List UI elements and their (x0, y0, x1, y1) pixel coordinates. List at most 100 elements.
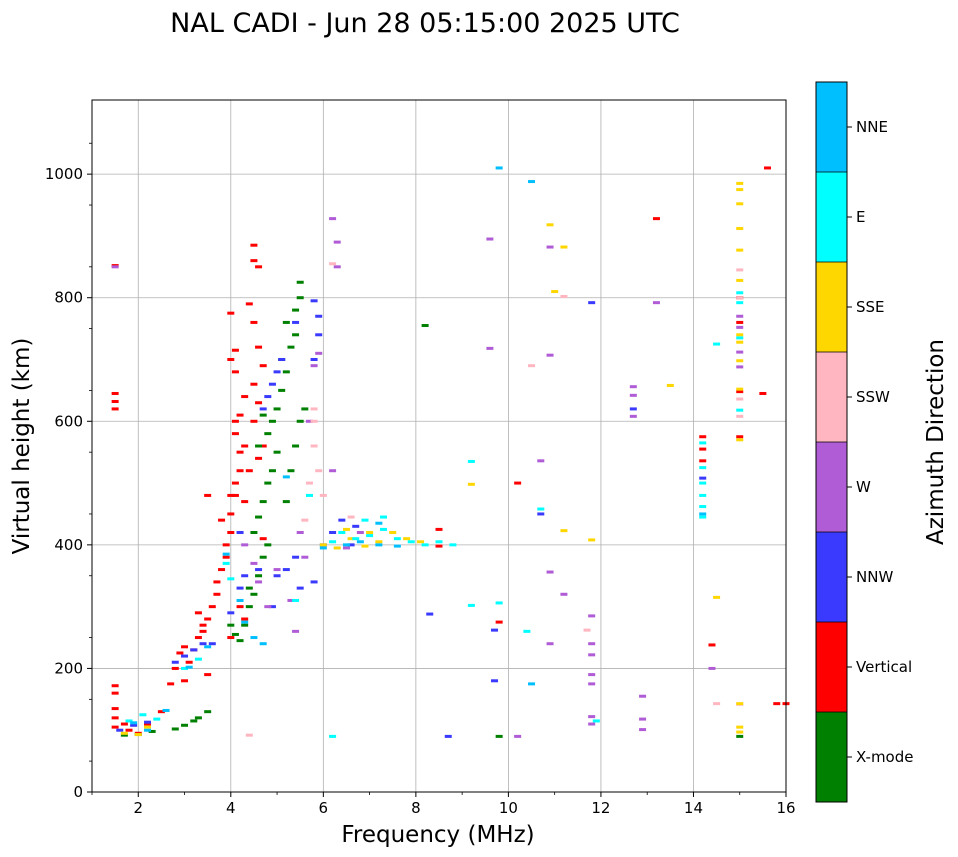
x-tick-label: 14 (684, 799, 703, 817)
data-point (292, 308, 300, 312)
data-point (296, 296, 304, 300)
data-point (259, 537, 267, 541)
data-point (528, 180, 536, 184)
data-point (736, 359, 744, 363)
data-point (421, 543, 429, 547)
data-point (111, 707, 119, 711)
data-point (250, 243, 258, 247)
data-point (250, 531, 258, 534)
colorbar-segment (816, 262, 847, 352)
data-point (342, 543, 350, 547)
data-point (551, 290, 559, 294)
data-point (329, 217, 337, 221)
x-tick-label: 16 (776, 799, 795, 817)
data-point (736, 320, 744, 324)
data-point (389, 531, 397, 534)
data-point (315, 351, 323, 355)
data-point (588, 673, 596, 677)
data-point (139, 713, 147, 717)
data-point (282, 370, 290, 374)
data-point (144, 722, 152, 726)
colorbar-segment (816, 442, 847, 532)
data-point (231, 419, 239, 423)
data-point (537, 512, 545, 516)
colorbar-label: Azimuth Direction (923, 339, 949, 545)
data-point (514, 734, 522, 738)
data-point (356, 540, 364, 544)
data-point (639, 728, 647, 732)
data-point (111, 691, 119, 695)
colorbar-label-w: W (856, 478, 871, 496)
data-point (736, 248, 744, 252)
data-point (236, 469, 244, 473)
colorbar-label-e: E (856, 208, 865, 226)
data-point (736, 301, 744, 305)
data-point (699, 476, 707, 480)
data-point (231, 481, 239, 485)
data-point (736, 730, 744, 734)
data-point (204, 645, 212, 649)
data-point (259, 500, 267, 504)
data-point (171, 660, 179, 664)
data-point (495, 620, 503, 624)
data-point (125, 728, 133, 732)
data-point (255, 568, 263, 572)
data-point (227, 512, 235, 516)
data-point (250, 419, 258, 423)
data-point (236, 639, 244, 643)
y-tick-label: 0 (73, 783, 83, 801)
y-tick-label: 200 (54, 659, 83, 677)
data-point (282, 500, 290, 504)
data-point (227, 493, 235, 497)
data-point (773, 702, 781, 706)
data-point (199, 629, 207, 633)
series-x-mode (120, 280, 744, 738)
data-point (250, 561, 258, 565)
data-point (231, 370, 239, 374)
colorbar-segment (816, 172, 847, 262)
data-point (467, 482, 475, 486)
data-point (227, 311, 235, 315)
data-point (273, 370, 281, 374)
data-point (315, 469, 323, 473)
data-point (255, 515, 263, 519)
data-point (185, 665, 193, 669)
data-point (329, 531, 337, 534)
data-point (264, 432, 272, 436)
data-point (259, 444, 267, 448)
data-point (666, 383, 674, 387)
data-point (736, 350, 744, 354)
data-point (171, 727, 179, 731)
data-point (329, 469, 337, 473)
data-point (250, 382, 258, 386)
data-point (629, 385, 637, 389)
data-point (652, 217, 660, 221)
data-point (222, 555, 230, 559)
data-point (273, 568, 281, 572)
data-point (292, 320, 300, 324)
series-nnw (116, 299, 707, 738)
data-point (231, 348, 239, 352)
data-point (310, 358, 318, 361)
data-point (296, 419, 304, 423)
data-point (153, 717, 161, 721)
data-point (560, 529, 568, 533)
colorbar-label-sse: SSE (856, 298, 885, 316)
data-point (305, 419, 313, 423)
data-point (736, 325, 744, 329)
data-point (310, 299, 318, 303)
data-point (222, 543, 230, 547)
data-point (560, 294, 568, 298)
data-point (495, 734, 503, 738)
data-point (181, 645, 189, 649)
plot-background (92, 100, 786, 792)
data-point (194, 716, 202, 720)
data-point (736, 314, 744, 318)
data-point (245, 302, 253, 306)
data-point (467, 459, 475, 463)
data-point (699, 435, 707, 439)
data-point (194, 611, 202, 615)
data-point (148, 729, 156, 733)
data-point (111, 407, 119, 411)
data-point (426, 612, 434, 616)
